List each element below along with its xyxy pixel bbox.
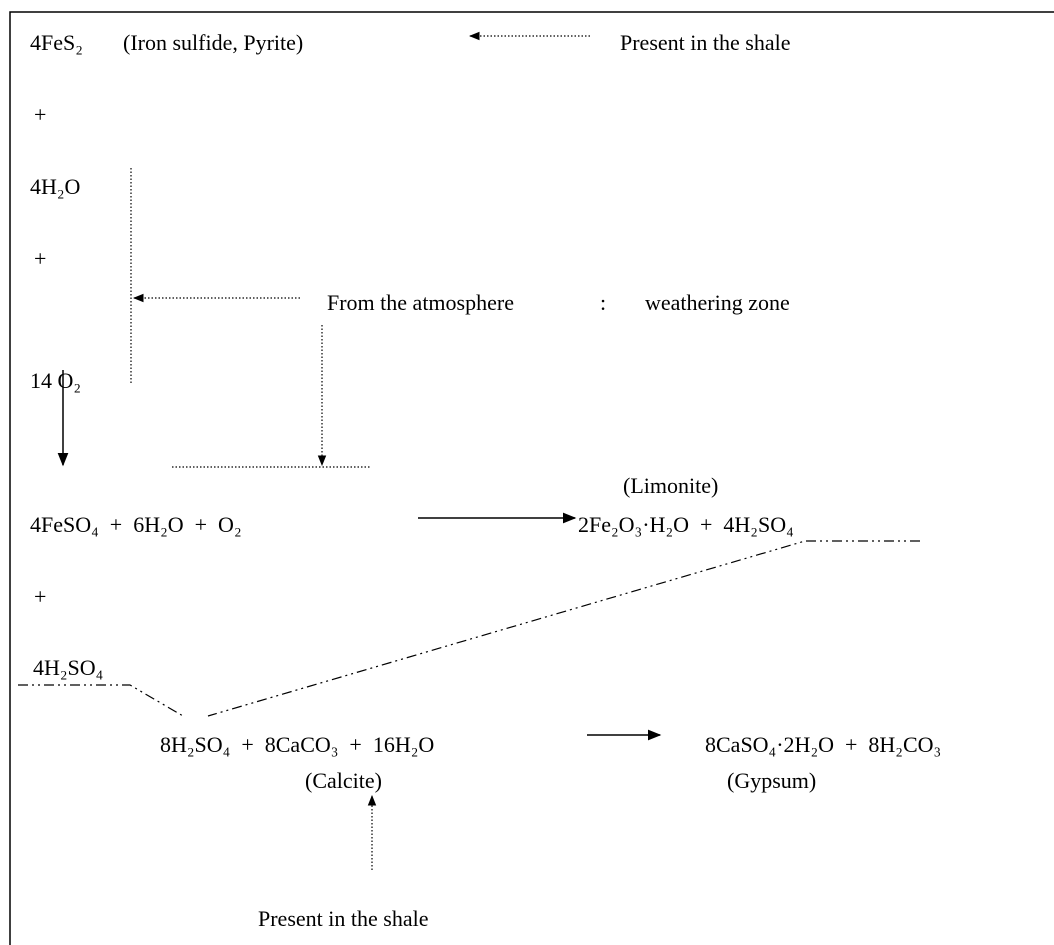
equation: 8CaSO₄·2H₂O + 8H₂CO₃ [705, 732, 941, 757]
label: weathering zone [645, 290, 790, 315]
equation: 2Fe₂O₃·H₂O + 4H₂SO₄ [578, 512, 794, 537]
label: (Limonite) [623, 473, 718, 498]
plus: + [34, 584, 46, 609]
label: (Iron sulfide, Pyrite) [123, 30, 303, 55]
label: (Calcite) [305, 768, 382, 793]
plus: + [34, 246, 46, 271]
formula: 4H₂O [30, 174, 80, 199]
formula: 4FeS₂ [30, 30, 83, 55]
frame [9, 11, 1054, 945]
equation: 8H₂SO₄ + 8CaCO₃ + 16H₂O [160, 732, 434, 757]
label: From the atmosphere [327, 290, 514, 315]
label: Present in the shale [258, 906, 428, 931]
formula: 4H₂SO₄ [33, 655, 103, 680]
plus: + [34, 102, 46, 127]
label: : [600, 290, 606, 315]
label: (Gypsum) [727, 768, 816, 793]
link-line [18, 684, 184, 717]
link-line [207, 540, 920, 717]
equation: 4FeSO₄ + 6H₂O + O₂ [30, 512, 242, 537]
formula: 14 O₂ [30, 368, 81, 393]
label: Present in the shale [620, 30, 790, 55]
